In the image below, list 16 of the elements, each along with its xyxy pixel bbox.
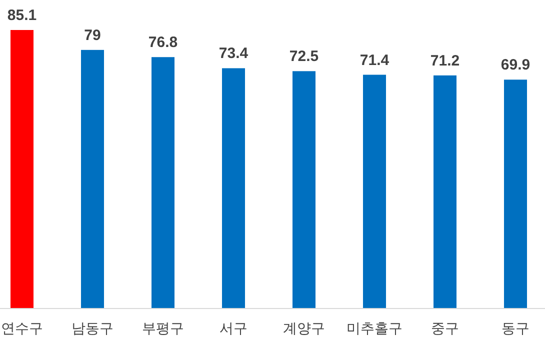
x-tick-label: 동구 <box>502 321 530 337</box>
x-tick-label: 연수구 <box>1 321 43 337</box>
data-label: 72.5 <box>289 48 319 66</box>
data-label: 79 <box>84 26 101 44</box>
x-tick-label: 남동구 <box>72 321 114 337</box>
data-label: 69.9 <box>500 56 530 74</box>
x-tick-label: 서구 <box>220 321 248 337</box>
x-tick-label: 미추홀구 <box>346 321 402 337</box>
data-label: 71.4 <box>360 52 390 69</box>
data-label: 71.2 <box>430 52 460 70</box>
data-label: 85.1 <box>7 7 37 24</box>
x-tick-label: 부평구 <box>142 321 184 337</box>
data-label: 76.8 <box>148 34 178 52</box>
data-label: 73.4 <box>218 45 249 62</box>
x-tick-label: 계양구 <box>283 321 325 337</box>
x-tick-label: 중구 <box>431 321 459 337</box>
